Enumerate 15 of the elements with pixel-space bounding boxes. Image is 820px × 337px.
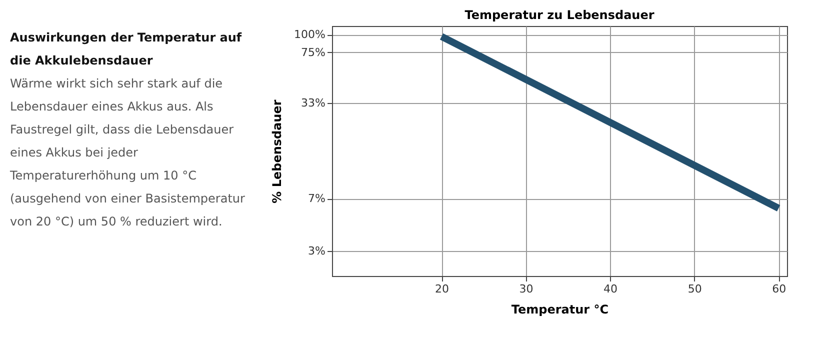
x-tick-label: 30 [519, 282, 534, 296]
text: Auswirkungen der Temperatur auf die Akkulebensdauer [10, 30, 242, 68]
x-tick-label: 50 [688, 282, 702, 296]
y-tick-label: 100% [294, 28, 326, 42]
y-axis-title: % Lebensdauer [270, 100, 284, 204]
y-tick-label: 33% [301, 96, 326, 110]
x-tick-label: 40 [604, 282, 618, 296]
y-tick-label: 7% [308, 192, 326, 206]
text: Wärme wirkt sich sehr stark auf die Lebensdauer eines Akkus aus. Als Faustregel gilt, dass die Lebensdauer eines Akkus bei jeder Temperaturerhöhung um 10 °C (ausgehend von einer Basistemperatur von 20 °C) um 50 % reduziert wird. [9, 76, 246, 228]
x-axis-title: Temperatur °C [511, 302, 609, 316]
y-tick-label: 75% [301, 46, 326, 59]
y-tick-label: 3% [308, 244, 326, 258]
x-tick-label: 20 [435, 282, 450, 296]
x-tick-label: 60 [772, 282, 786, 296]
chart-title: Temperatur zu Lebensdauer [464, 8, 654, 22]
